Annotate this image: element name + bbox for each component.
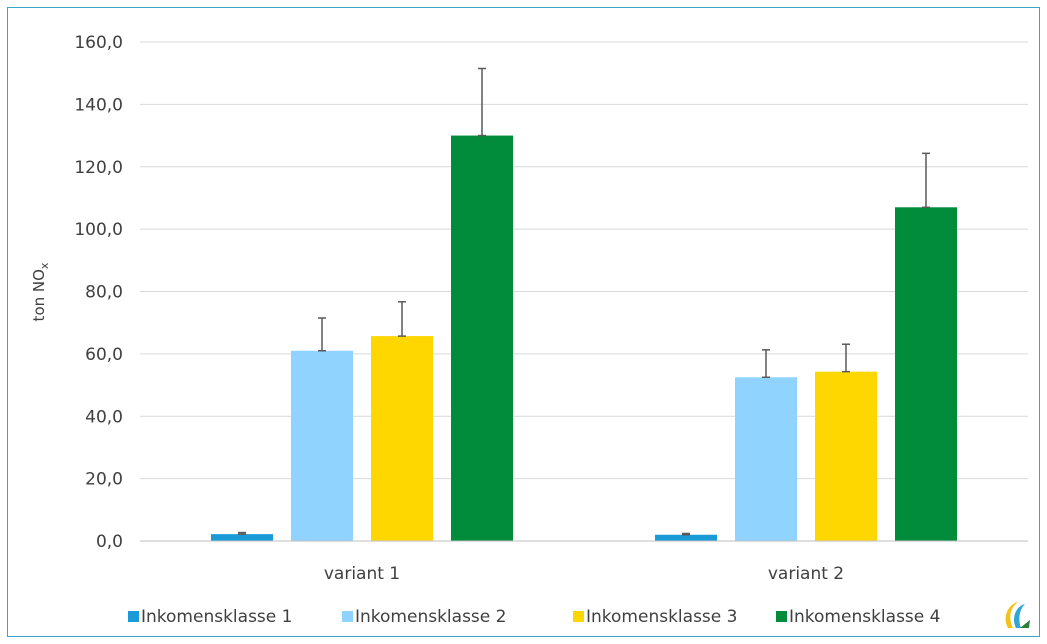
y-tick-label: 40,0 (85, 407, 123, 427)
error-bar (238, 531, 246, 535)
bar (211, 534, 273, 541)
y-axis-label-main: ton NO (30, 269, 48, 321)
gridlines (140, 41, 1028, 480)
y-tick-label: 100,0 (74, 220, 123, 240)
legend-swatch (573, 611, 584, 622)
legend-label: Inkomensklasse 4 (789, 607, 940, 627)
y-tick-label: 20,0 (85, 470, 123, 490)
y-axis-label: ton NOx (30, 262, 51, 321)
legend[interactable]: Inkomensklasse 1 Inkomensklasse 2 Inkomens… (128, 607, 940, 627)
legend-label: Inkomensklasse 1 (141, 607, 292, 627)
bar (655, 534, 717, 541)
bar (815, 371, 877, 541)
legend-item[interactable]: Inkomensklasse 1 (128, 607, 292, 627)
y-tick-label: 120,0 (74, 158, 123, 178)
bars (211, 135, 957, 541)
bar (895, 207, 957, 541)
bar (371, 336, 433, 541)
x-category-label: variant 2 (768, 564, 844, 584)
error-bar (682, 532, 690, 536)
y-tick-label: 160,0 (74, 33, 123, 53)
legend-swatch (342, 611, 353, 622)
bar (735, 377, 797, 541)
bar (451, 135, 513, 541)
y-tick-label: 80,0 (85, 283, 123, 303)
error-bar (398, 301, 406, 337)
y-tick-label: 60,0 (85, 345, 123, 365)
legend-label: Inkomensklasse 3 (586, 607, 737, 627)
y-axis-label-subscript: x (38, 262, 51, 269)
legend-label: Inkomensklasse 2 (355, 607, 506, 627)
error-bar (762, 349, 770, 379)
legend-swatch (128, 611, 139, 622)
y-tick-label: 0,0 (96, 532, 123, 552)
y-tick-label: 140,0 (74, 95, 123, 115)
error-bars (238, 67, 930, 536)
legend-swatch (776, 611, 787, 622)
error-bar (318, 317, 326, 352)
x-axis-categories: variant 1 variant 2 (324, 564, 844, 584)
legend-item[interactable]: Inkomensklasse 3 (573, 607, 737, 627)
bar (291, 350, 353, 541)
logo-icon (1005, 602, 1030, 628)
legend-item[interactable]: Inkomensklasse 4 (776, 607, 940, 627)
x-category-label: variant 1 (324, 564, 400, 584)
legend-item[interactable]: Inkomensklasse 2 (342, 607, 506, 627)
error-bar (842, 343, 850, 373)
y-axis-ticks: 0,0 20,0 40,0 60,0 80,0 100,0 120,0 140,0 160,0 (74, 33, 123, 552)
error-bar (478, 67, 486, 137)
error-bar (922, 152, 930, 209)
chart-frame (7, 7, 1040, 637)
